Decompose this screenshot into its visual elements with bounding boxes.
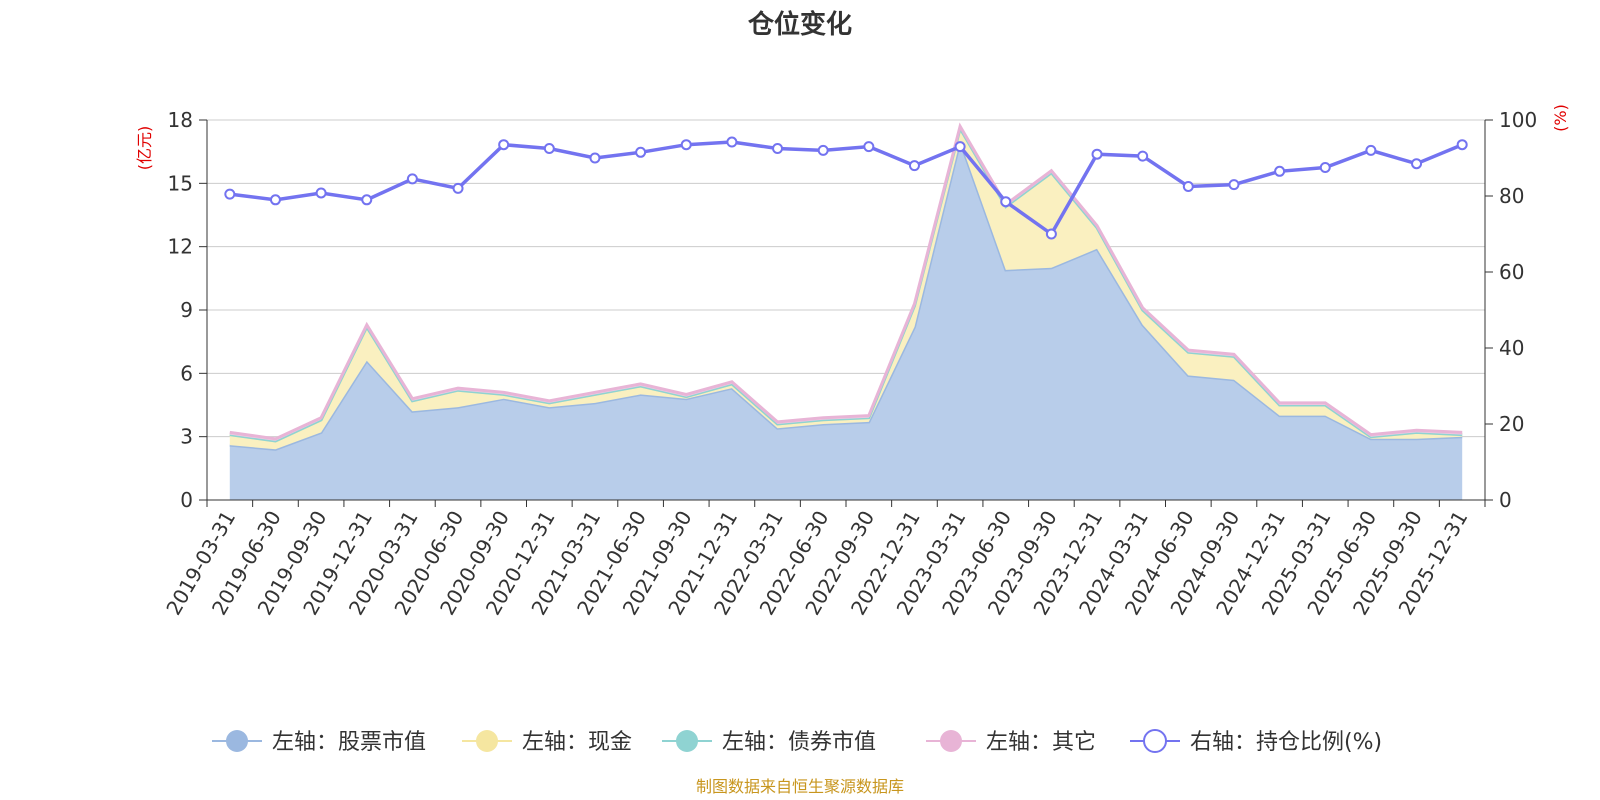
area-series — [229, 122, 1463, 500]
ratio-point — [1137, 150, 1149, 162]
ratio-point — [224, 188, 236, 200]
legend-item[interactable]: 左轴：其它 — [926, 730, 1096, 755]
left-tick-label: 18 — [168, 108, 193, 132]
ratio-point — [1000, 196, 1012, 208]
legend-item[interactable]: 左轴：现金 — [462, 730, 632, 755]
ratio-point — [908, 160, 920, 172]
right-tick-label: 20 — [1499, 412, 1524, 436]
ratio-point — [680, 139, 692, 151]
ratio-point — [863, 141, 875, 153]
ratio-point — [269, 194, 281, 206]
ratio-point — [1411, 158, 1423, 170]
ratio-point — [1274, 165, 1286, 177]
legend-label: 左轴：现金 — [522, 730, 632, 755]
right-tick-label: 80 — [1499, 184, 1524, 208]
left-tick-label: 3 — [180, 425, 193, 449]
ratio-point — [1182, 181, 1194, 192]
line-series — [224, 136, 1468, 240]
ratio-point — [1365, 144, 1377, 156]
ratio-point — [1319, 162, 1331, 173]
right-axis-unit: (%) — [1551, 104, 1570, 132]
ratio-point — [498, 139, 510, 151]
ratio-point — [1228, 179, 1240, 191]
ratio-point — [817, 144, 829, 156]
source-note: 制图数据来自恒生聚源数据库 — [696, 777, 904, 796]
ratio-point — [589, 152, 601, 164]
chart-title: 仓位变化 — [747, 9, 852, 40]
right-tick-label: 60 — [1499, 260, 1524, 284]
ratio-point — [543, 143, 555, 154]
legend-label: 左轴：其它 — [986, 730, 1096, 755]
legend-item[interactable]: 左轴：债券市值 — [662, 730, 876, 755]
ratio-point — [406, 173, 418, 185]
ratio-line — [229, 140, 1463, 237]
area-line-e8b4d6 — [229, 122, 1463, 441]
right-tick-label: 0 — [1499, 488, 1512, 512]
legend-marker — [476, 730, 498, 752]
legend-label: 左轴：债券市值 — [722, 730, 876, 755]
legend-item[interactable]: 左轴：股票市值 — [212, 730, 426, 755]
left-tick-label: 9 — [180, 298, 193, 322]
right-tick-label: 40 — [1499, 336, 1524, 360]
left-tick-label: 12 — [168, 235, 193, 259]
ratio-point — [452, 182, 464, 194]
area-fill-9bb8e0 — [229, 141, 1463, 500]
legend-label: 左轴：股票市值 — [272, 730, 426, 755]
left-tick-label: 0 — [180, 488, 193, 512]
ratio-point — [1045, 228, 1057, 240]
legend-marker — [1143, 729, 1167, 753]
legend[interactable]: 左轴：股票市值 左轴：现金 左轴：债券市值 左轴：其它 右轴：持仓比例(%) — [212, 729, 1382, 755]
ratio-point — [361, 194, 373, 206]
legend-item[interactable]: 右轴：持仓比例(%) — [1130, 729, 1382, 755]
right-tick-label: 100 — [1499, 108, 1537, 132]
legend-marker — [226, 730, 248, 752]
ratio-point — [772, 143, 784, 154]
left-tick-label: 15 — [168, 171, 193, 195]
ratio-point — [635, 146, 647, 158]
area-fill-f5e6a0 — [229, 128, 1463, 450]
legend-marker — [676, 730, 698, 752]
ratio-point — [1456, 139, 1468, 151]
ratio-point — [726, 136, 738, 148]
ratio-point — [315, 187, 327, 199]
ratio-point — [1091, 148, 1103, 160]
left-axis-unit: (亿元) — [135, 126, 154, 171]
left-tick-label: 6 — [180, 361, 193, 385]
legend-marker — [940, 730, 962, 752]
ratio-point — [954, 141, 966, 153]
legend-label: 右轴：持仓比例(%) — [1190, 730, 1382, 755]
